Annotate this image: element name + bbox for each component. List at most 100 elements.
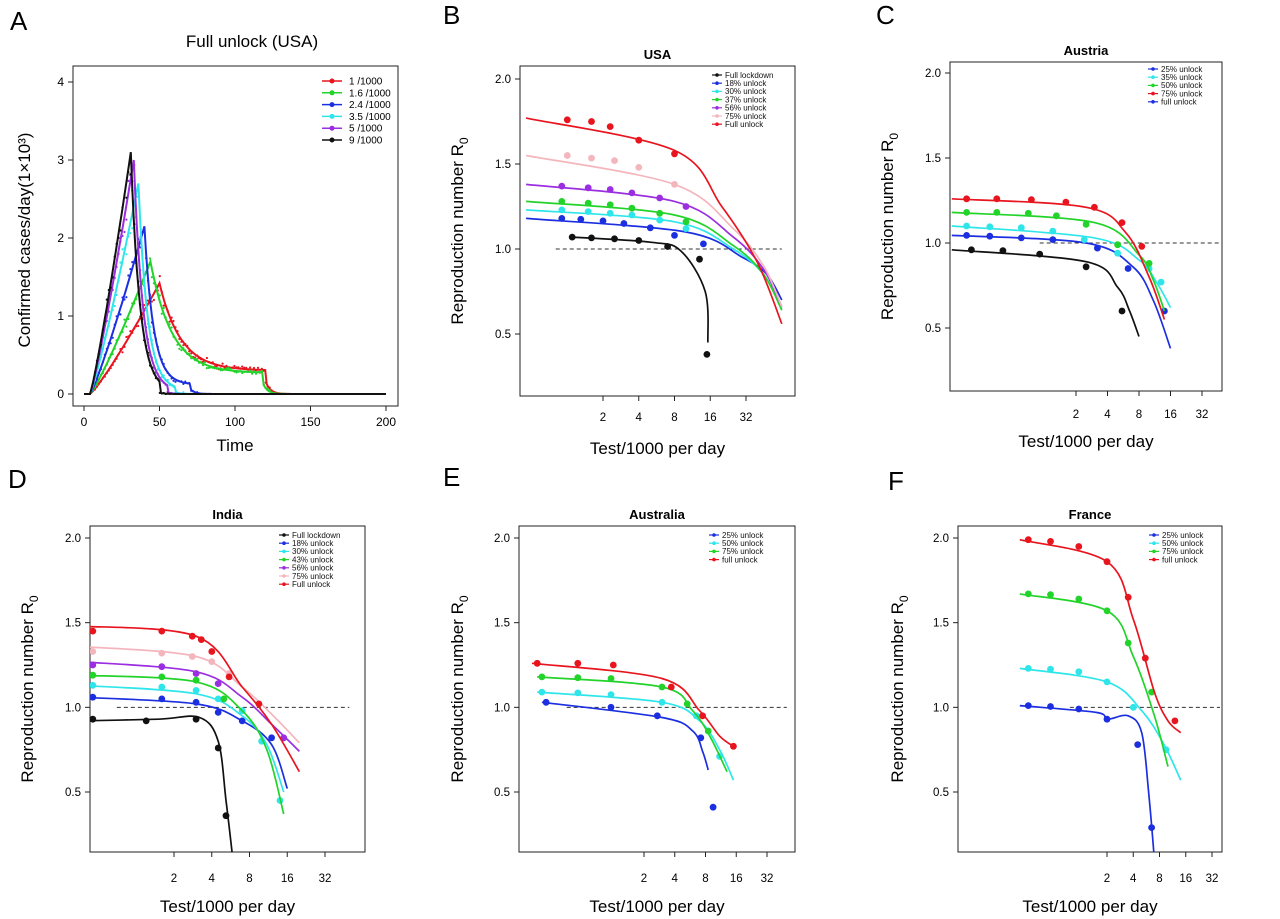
data-point [609, 661, 617, 669]
data-point [214, 709, 222, 716]
x-tick-label: 2 [641, 873, 647, 885]
data-point [656, 194, 664, 202]
legend-marker [715, 89, 719, 94]
y-tick-label: 2.0 [925, 68, 941, 80]
y-tick-label: 2.0 [933, 533, 949, 545]
legend-marker [329, 125, 335, 131]
data-point [121, 351, 124, 354]
data-point [986, 223, 994, 231]
y-axis-label: Reproduction number R0 [878, 133, 901, 320]
x-tick-label: 8 [1136, 409, 1142, 421]
panel-f: France Test/1000 per day Reproduction numb… [888, 507, 1223, 916]
series-line [84, 152, 386, 395]
legend-label: 75% unlock [1161, 89, 1203, 98]
data-point [574, 689, 582, 697]
series-4 [90, 671, 285, 815]
data-point [1049, 236, 1057, 244]
data-point [268, 734, 275, 742]
data-point [90, 715, 97, 723]
y-axis-label: Reproduction number R0 [448, 595, 471, 782]
data-point [628, 189, 636, 197]
legend-label: 5 /1000 [349, 124, 383, 135]
data-point [1114, 249, 1121, 257]
data-point [1082, 220, 1090, 228]
data-point [192, 670, 200, 677]
data-point [90, 693, 97, 701]
data-point [558, 182, 566, 190]
legend-label: 2.4 /1000 [349, 100, 391, 111]
data-point [963, 195, 970, 203]
data-point [667, 683, 675, 691]
data-point [158, 695, 166, 703]
y-tick-label: 4 [57, 75, 64, 89]
data-point [1171, 717, 1179, 725]
panel-title: France [1069, 507, 1112, 522]
data-point [658, 683, 666, 691]
legend-label: full unlock [722, 555, 759, 564]
data-point [682, 203, 690, 210]
legend-marker [282, 566, 286, 570]
series-line [84, 183, 386, 395]
data-point [588, 234, 595, 242]
series-line [541, 701, 710, 771]
data-point [709, 803, 717, 811]
data-point [986, 232, 994, 240]
data-point [1145, 260, 1153, 267]
data-point [671, 181, 678, 188]
data-point [214, 744, 222, 752]
data-point [558, 206, 566, 214]
panel-a: Full unlock (USA) Time Confirmed cases/day… [15, 32, 399, 455]
series-line [526, 217, 783, 301]
y-tick-label: 0.5 [495, 329, 511, 341]
series-2 [537, 688, 735, 781]
legend-label: 18% unlock [292, 539, 334, 548]
series-6 [90, 646, 301, 744]
data-point [699, 712, 706, 720]
data-point [1047, 538, 1054, 545]
legend-label: 30% unlock [725, 87, 767, 96]
y-tick-label: 0.5 [494, 787, 510, 799]
x-axis-label: Test/1000 per day [589, 897, 725, 916]
x-tick-label: 4 [1104, 409, 1111, 421]
y-tick-label: 2.0 [494, 533, 510, 545]
series-line [1019, 704, 1155, 852]
legend-label: Full unlock [292, 580, 331, 589]
data-point [1047, 703, 1054, 710]
legend-marker [329, 90, 335, 96]
legend-label: Full lockdown [725, 71, 773, 80]
panel-title: Full unlock (USA) [186, 32, 318, 51]
data-point [158, 663, 166, 671]
series-line [1019, 538, 1182, 734]
series-line [531, 662, 734, 748]
legend-label: full unlock [1161, 98, 1198, 107]
data-point [697, 734, 705, 742]
y-tick-label: 0.5 [925, 323, 941, 335]
data-point [207, 366, 210, 369]
series-1 [90, 715, 233, 852]
x-tick-label: 2 [1073, 409, 1079, 421]
x-tick-label: 100 [225, 415, 245, 429]
legend-label: 1 /1000 [349, 77, 383, 88]
data-point [131, 261, 134, 264]
legend-label: 25% unlock [1162, 531, 1204, 540]
series-line [90, 715, 233, 852]
legend-label: full unlock [1162, 555, 1199, 564]
x-axis-label: Test/1000 per day [1018, 432, 1154, 451]
y-axis-label: Reproduction number R0 [18, 595, 41, 782]
y-axis-label: Reproduction number R0 [888, 595, 911, 782]
data-point [225, 673, 233, 681]
data-point [205, 356, 208, 360]
data-point [1129, 703, 1137, 711]
data-point [703, 351, 711, 358]
series-line [526, 200, 783, 311]
data-point [568, 233, 576, 241]
panel-title: USA [644, 47, 672, 62]
data-point [254, 372, 258, 375]
series-1 [1019, 702, 1155, 852]
data-point [700, 240, 707, 248]
data-point [656, 216, 664, 224]
data-point [214, 680, 222, 687]
series-3 [951, 209, 1166, 312]
data-point [150, 300, 153, 303]
